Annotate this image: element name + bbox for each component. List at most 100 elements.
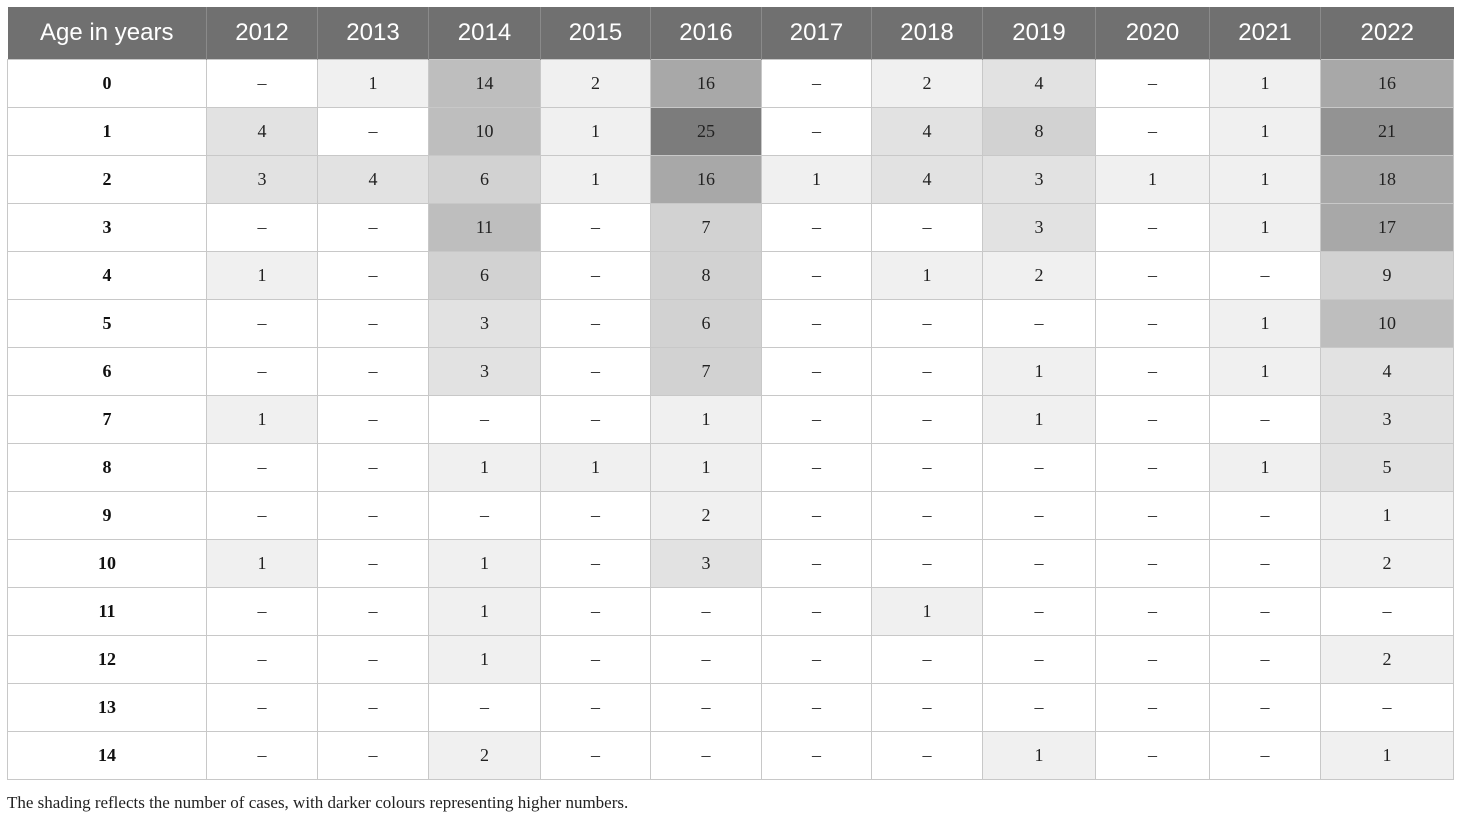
heat-cell-age-10-year-2014: 1 — [428, 539, 541, 588]
column-header-2020: 2020 — [1095, 7, 1210, 60]
heat-cell-age-14-year-2016: – — [650, 731, 762, 780]
row-label-age-11: 11 — [7, 587, 207, 636]
heat-cell-age-13-year-2022: – — [1320, 683, 1454, 732]
heat-cell-age-1-year-2013: – — [317, 107, 429, 156]
heat-cell-age-0-year-2018: 2 — [871, 59, 983, 108]
heat-cell-age-3-year-2022: 17 — [1320, 203, 1454, 252]
heat-cell-age-14-year-2018: – — [871, 731, 983, 780]
heat-cell-age-2-year-2016: 16 — [650, 155, 762, 204]
heat-cell-age-3-year-2013: – — [317, 203, 429, 252]
heat-cell-age-9-year-2016: 2 — [650, 491, 762, 540]
heat-cell-age-8-year-2019: – — [982, 443, 1096, 492]
heat-cell-age-3-year-2020: – — [1095, 203, 1210, 252]
heat-cell-age-9-year-2017: – — [761, 491, 872, 540]
heat-cell-age-10-year-2012: 1 — [206, 539, 318, 588]
heat-cell-age-12-year-2015: – — [540, 635, 651, 684]
heat-cell-age-3-year-2019: 3 — [982, 203, 1096, 252]
row-label-age-6: 6 — [7, 347, 207, 396]
heat-cell-age-4-year-2018: 1 — [871, 251, 983, 300]
heat-cell-age-5-year-2019: – — [982, 299, 1096, 348]
heat-cell-age-9-year-2013: – — [317, 491, 429, 540]
heat-cell-age-4-year-2016: 8 — [650, 251, 762, 300]
heat-cell-age-6-year-2022: 4 — [1320, 347, 1454, 396]
heat-cell-age-11-year-2020: – — [1095, 587, 1210, 636]
heat-cell-age-12-year-2016: – — [650, 635, 762, 684]
table-row: 5– –3–6– – – –1 10 — [7, 299, 1454, 348]
row-label-age-12: 12 — [7, 635, 207, 684]
heat-cell-age-2-year-2013: 4 — [317, 155, 429, 204]
heat-cell-age-7-year-2017: – — [761, 395, 872, 444]
heat-cell-age-12-year-2019: – — [982, 635, 1096, 684]
heat-cell-age-5-year-2015: – — [540, 299, 651, 348]
heat-cell-age-1-year-2015: 1 — [540, 107, 651, 156]
heat-cell-age-1-year-2016: 25 — [650, 107, 762, 156]
heat-cell-age-13-year-2020: – — [1095, 683, 1210, 732]
heat-cell-age-10-year-2020: – — [1095, 539, 1210, 588]
heat-cell-age-13-year-2012: – — [206, 683, 318, 732]
heat-cell-age-2-year-2012: 3 — [206, 155, 318, 204]
row-label-age-10: 10 — [7, 539, 207, 588]
heat-cell-age-2-year-2014: 6 — [428, 155, 541, 204]
heat-cell-age-10-year-2013: – — [317, 539, 429, 588]
heat-cell-age-14-year-2021: – — [1209, 731, 1321, 780]
heat-cell-age-3-year-2021: 1 — [1209, 203, 1321, 252]
heat-cell-age-1-year-2019: 8 — [982, 107, 1096, 156]
heat-cell-age-2-year-2022: 18 — [1320, 155, 1454, 204]
heat-cell-age-6-year-2014: 3 — [428, 347, 541, 396]
heat-cell-age-10-year-2019: – — [982, 539, 1096, 588]
heat-cell-age-3-year-2014: 11 — [428, 203, 541, 252]
row-label-age-7: 7 — [7, 395, 207, 444]
heat-cell-age-4-year-2014: 6 — [428, 251, 541, 300]
heat-cell-age-11-year-2012: – — [206, 587, 318, 636]
heat-cell-age-3-year-2018: – — [871, 203, 983, 252]
heat-cell-age-13-year-2021: – — [1209, 683, 1321, 732]
table-row: 11– –1– – –1– – – – — [7, 587, 1454, 636]
table-body: 0–1 14 2 16–2 4–1 16 1 4–10 1 25–4 8–1 21 2 3 4 6 1 16 1 4 3… — [7, 59, 1454, 780]
table-row: 4 1–6–8–1 2– –9 — [7, 251, 1454, 300]
heat-cell-age-13-year-2019: – — [982, 683, 1096, 732]
heat-cell-age-0-year-2012: – — [206, 59, 318, 108]
heat-cell-age-13-year-2015: – — [540, 683, 651, 732]
row-label-age-0: 0 — [7, 59, 207, 108]
heat-cell-age-14-year-2017: – — [761, 731, 872, 780]
heat-cell-age-0-year-2017: – — [761, 59, 872, 108]
heat-cell-age-13-year-2016: – — [650, 683, 762, 732]
table-row: 8– –1 1 1– – – –1 5 — [7, 443, 1454, 492]
heat-cell-age-8-year-2012: – — [206, 443, 318, 492]
heat-cell-age-5-year-2013: – — [317, 299, 429, 348]
heat-cell-age-5-year-2017: – — [761, 299, 872, 348]
heat-cell-age-3-year-2016: 7 — [650, 203, 762, 252]
table-row: 14– –2– – – –1– –1 — [7, 731, 1454, 780]
heat-cell-age-7-year-2020: – — [1095, 395, 1210, 444]
heat-cell-age-12-year-2020: – — [1095, 635, 1210, 684]
heat-cell-age-1-year-2017: – — [761, 107, 872, 156]
table-row: 13– – – – – – – – – – – — [7, 683, 1454, 732]
heat-cell-age-6-year-2018: – — [871, 347, 983, 396]
row-label-age-9: 9 — [7, 491, 207, 540]
heat-cell-age-12-year-2012: – — [206, 635, 318, 684]
heat-cell-age-12-year-2014: 1 — [428, 635, 541, 684]
heat-cell-age-7-year-2021: – — [1209, 395, 1321, 444]
heat-cell-age-2-year-2018: 4 — [871, 155, 983, 204]
row-label-age-13: 13 — [7, 683, 207, 732]
heat-cell-age-13-year-2014: – — [428, 683, 541, 732]
heat-cell-age-3-year-2017: – — [761, 203, 872, 252]
heat-cell-age-11-year-2013: – — [317, 587, 429, 636]
heat-cell-age-14-year-2019: 1 — [982, 731, 1096, 780]
row-label-age-1: 1 — [7, 107, 207, 156]
heat-cell-age-0-year-2016: 16 — [650, 59, 762, 108]
heat-cell-age-9-year-2021: – — [1209, 491, 1321, 540]
row-label-age-2: 2 — [7, 155, 207, 204]
heat-cell-age-6-year-2015: – — [540, 347, 651, 396]
heat-cell-age-8-year-2015: 1 — [540, 443, 651, 492]
heat-cell-age-0-year-2019: 4 — [982, 59, 1096, 108]
heatmap-table: Age in years 2012 2013 2014 2015 2016 2017 201… — [7, 7, 1454, 780]
heat-cell-age-9-year-2015: – — [540, 491, 651, 540]
table-row: 9– – – –2– – – – –1 — [7, 491, 1454, 540]
heat-cell-age-9-year-2014: – — [428, 491, 541, 540]
heat-cell-age-9-year-2020: – — [1095, 491, 1210, 540]
heat-cell-age-5-year-2018: – — [871, 299, 983, 348]
column-header-2021: 2021 — [1209, 7, 1321, 60]
heat-cell-age-12-year-2018: – — [871, 635, 983, 684]
row-label-age-14: 14 — [7, 731, 207, 780]
